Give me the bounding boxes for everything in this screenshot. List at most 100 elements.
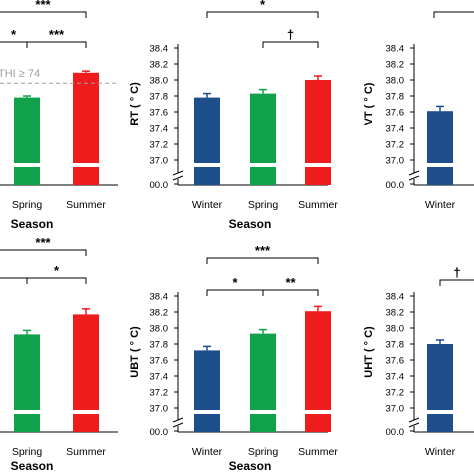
bar-break-band (426, 163, 454, 167)
axis-break-mark (408, 170, 420, 181)
category-label: Summer (298, 199, 338, 211)
panel-bottom-right: 38.4 38.2 38.0 37.8 37.6 37.4 37.2 37.0 00.0 UHT … (363, 265, 474, 458)
category-label: Spring (12, 446, 43, 458)
y-tick-label: 38.2 (150, 308, 169, 319)
y-tick-label: 38.4 (386, 44, 405, 55)
y-tick-label: 38.0 (150, 324, 169, 335)
y-tick-label: 37.6 (150, 108, 169, 119)
significance-bracket (0, 249, 87, 256)
y-axis-label: RT ( ° C) (129, 82, 141, 126)
y-tick-label: 37.4 (386, 124, 405, 135)
y-tick-label: 37.8 (150, 92, 169, 103)
y-tick-label: 38.0 (150, 76, 169, 87)
y-tick-label: 38.4 (150, 292, 169, 303)
y-tick-label: 37.6 (386, 108, 405, 119)
significance-label: * (54, 263, 60, 278)
bar-break-band (304, 163, 332, 167)
y-tick-label: 37.2 (150, 388, 169, 399)
significance-label: *** (35, 235, 51, 250)
y-tick-label: 37.4 (386, 372, 405, 383)
panel-top-right: 38.4 38.2 38.0 37.8 37.6 37.4 37.2 37.0 00.0 VT (… (363, 11, 474, 211)
significance-bracket (0, 277, 28, 284)
bar-break-band (249, 410, 277, 414)
bar-break-band (13, 410, 41, 414)
significance-label: ** (285, 275, 296, 290)
y-tick-label: 38.0 (386, 324, 405, 335)
significance-bracket (206, 11, 319, 18)
threshold-label: THI ≥ 74 (0, 68, 40, 80)
bar-break-band (193, 163, 221, 167)
bar-break-band (193, 410, 221, 414)
category-label: Winter (425, 446, 456, 458)
y-tick-label: 37.0 (150, 404, 169, 415)
y-tick-label: 37.0 (150, 156, 169, 167)
category-label: Summer (298, 446, 338, 458)
bar-winter (427, 344, 453, 432)
y-tick-label: 37.0 (386, 404, 405, 415)
bar-summer (73, 72, 99, 185)
axis-break-mark (172, 170, 184, 181)
panel-top-middle: 38.4 38.2 38.0 37.8 37.6 37.4 37.2 37.0 00.0 RT (… (129, 0, 338, 231)
category-label: Summer (66, 446, 106, 458)
category-label: Winter (192, 446, 223, 458)
y-break-tick-label: 00.0 (386, 180, 405, 191)
y-tick-label: 38.2 (150, 60, 169, 71)
y-tick-label: 37.4 (150, 124, 169, 135)
y-tick-label: 37.8 (386, 340, 405, 351)
y-tick-label: 37.6 (386, 356, 405, 367)
category-label: Spring (248, 199, 279, 211)
panel-bottom-middle: 38.4 38.2 38.0 37.8 37.6 37.4 37.2 37.0 00.0 UBT … (129, 243, 338, 473)
y-tick-label: 37.6 (150, 356, 169, 367)
significance-bracket (206, 289, 264, 296)
bar-winter (194, 97, 220, 185)
y-break-tick-label: 00.0 (150, 180, 169, 191)
y-tick-label: 38.0 (386, 76, 405, 87)
significance-bracket (439, 279, 474, 286)
y-break-tick-label: 00.0 (150, 427, 169, 438)
panel-bottom-left: Spring Summer Season **** (0, 235, 118, 473)
x-axis-label: Season (229, 459, 272, 473)
y-tick-label: 37.4 (150, 372, 169, 383)
y-axis-label: VT ( ° C) (363, 82, 375, 125)
significance-label: * (11, 27, 17, 42)
bar-spring (14, 97, 40, 185)
bar-break-band (13, 163, 41, 167)
y-tick-label: 38.2 (386, 60, 405, 71)
bar-summer (305, 80, 331, 185)
significance-label: *** (255, 243, 271, 258)
significance-bracket (262, 289, 319, 296)
bar-spring (14, 334, 40, 432)
bar-spring (250, 93, 276, 185)
y-tick-label: 37.2 (386, 388, 405, 399)
y-tick-label: 37.8 (150, 340, 169, 351)
y-axis-label: UHT ( ° C) (363, 326, 375, 378)
y-tick-label: 37.8 (386, 92, 405, 103)
significance-label: *** (35, 0, 51, 12)
category-label: Spring (248, 446, 279, 458)
bar-break-band (426, 410, 454, 414)
y-break-tick-label: 00.0 (386, 427, 405, 438)
y-tick-label: 37.2 (150, 140, 169, 151)
significance-bracket (26, 277, 87, 284)
y-tick-label: 38.4 (386, 292, 405, 303)
category-label: Winter (425, 199, 456, 211)
bar-winter (194, 350, 220, 432)
significance-label: † (287, 27, 294, 42)
y-tick-label: 38.4 (150, 44, 169, 55)
category-label: Winter (192, 199, 223, 211)
y-tick-label: 37.0 (386, 156, 405, 167)
y-tick-label: 37.2 (386, 140, 405, 151)
significance-label: * (232, 275, 238, 290)
bar-break-band (72, 163, 100, 167)
x-axis-label: Season (11, 459, 54, 473)
y-tick-label: 38.2 (386, 308, 405, 319)
x-axis-label: Season (229, 217, 272, 231)
y-axis-label: UBT ( ° C) (129, 326, 141, 378)
significance-bracket (26, 41, 87, 48)
significance-bracket (262, 41, 319, 48)
category-label: Spring (12, 199, 43, 211)
bar-break-band (304, 410, 332, 414)
bar-winter (427, 111, 453, 185)
